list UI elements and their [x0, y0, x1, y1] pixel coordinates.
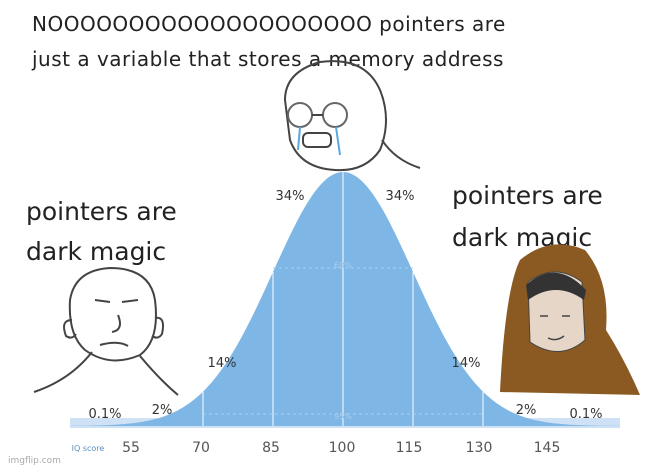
watermark: imgflip.com	[8, 456, 61, 466]
axis-label: 115	[396, 440, 423, 456]
percent-label: 0.1%	[569, 407, 602, 422]
right-text: pointers are	[452, 181, 603, 210]
percent-label: 2%	[516, 403, 537, 418]
axis-label: 85	[262, 440, 280, 456]
axis-title: IQ score	[72, 444, 105, 453]
percent-label: 0.1%	[88, 407, 121, 422]
percent-label: 14%	[208, 356, 237, 371]
band-label: 68%	[334, 261, 352, 270]
band-label: 95%	[334, 412, 352, 421]
percent-label: 14%	[452, 356, 481, 371]
caption-line: NOOOOOOOOOOOOOOOOOOOO pointers are	[32, 12, 506, 36]
left-text: dark magic	[26, 237, 166, 266]
axis-label: 130	[466, 440, 493, 456]
axis-label: 70	[192, 440, 210, 456]
axis-label: 100	[329, 440, 356, 456]
axis-label: 145	[534, 440, 561, 456]
axis-label: 55	[122, 440, 140, 456]
percent-label: 2%	[152, 403, 173, 418]
percent-label: 34%	[386, 189, 415, 204]
meme: NOOOOOOOOOOOOOOOOOOOO pointers are just …	[0, 0, 668, 472]
left-text: pointers are	[26, 197, 177, 226]
caption-line: just a variable that stores a memory add…	[31, 47, 504, 71]
percent-label: 34%	[276, 189, 305, 204]
